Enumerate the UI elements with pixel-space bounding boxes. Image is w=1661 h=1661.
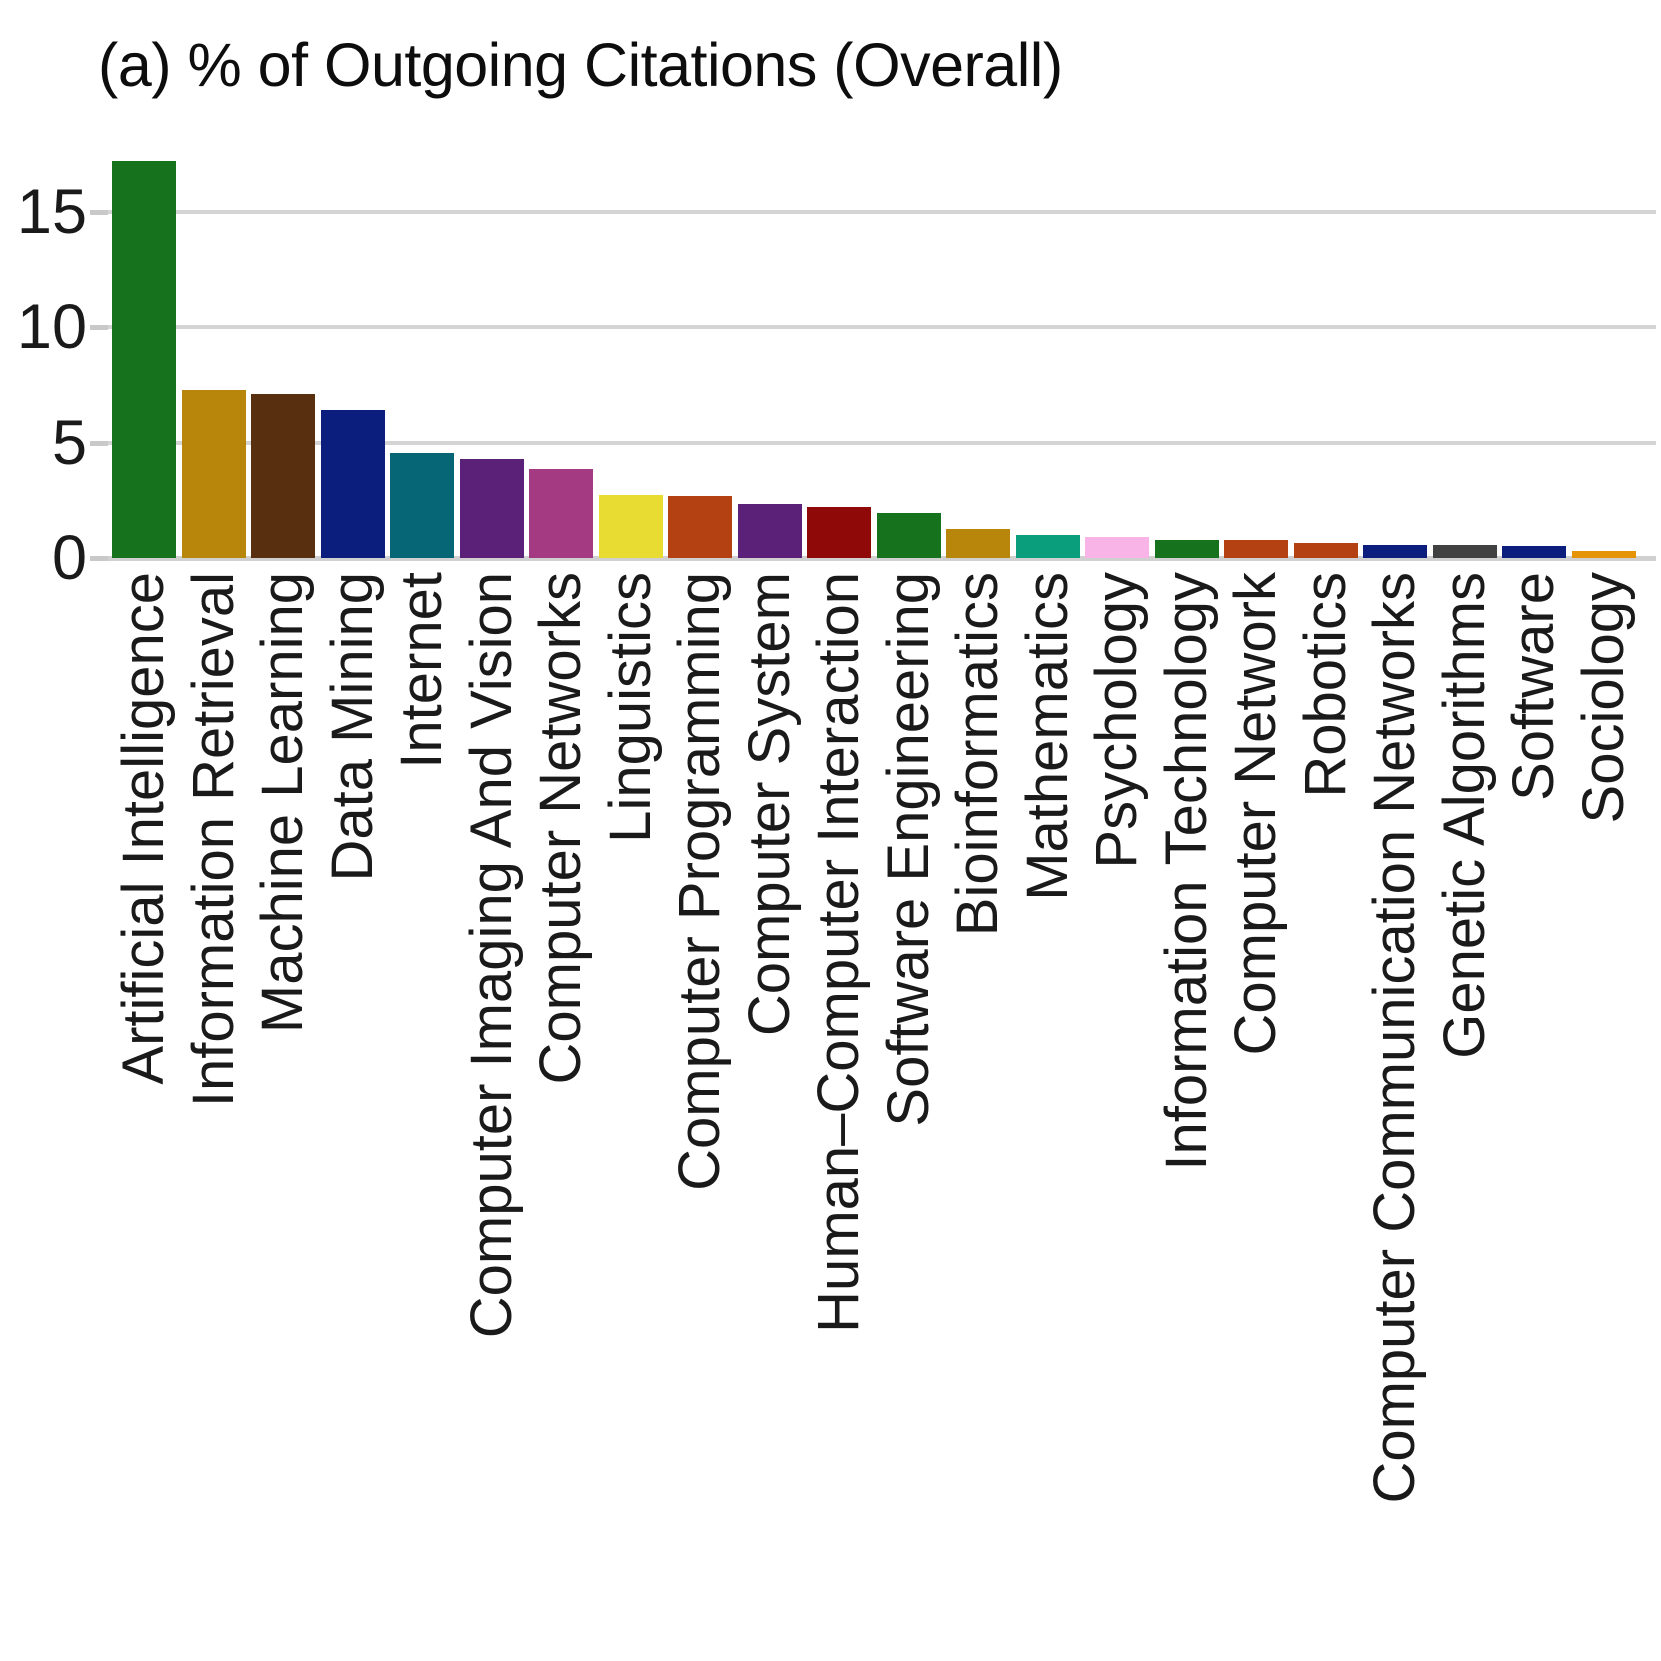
bar xyxy=(876,513,941,558)
bar xyxy=(390,453,454,558)
bar xyxy=(737,503,802,558)
y-tick-label: 15 xyxy=(16,176,87,247)
x-axis-label: Information Retrieval xyxy=(180,572,246,1108)
chart-title: (a) % of Outgoing Citations (Overall) xyxy=(98,31,1063,99)
x-axis-label: Computer Imaging And Vision xyxy=(458,572,524,1339)
bar xyxy=(1432,545,1497,558)
x-axis-label: Information Technology xyxy=(1153,572,1219,1171)
gridline xyxy=(105,209,1656,214)
x-axis-label: Sociology xyxy=(1570,572,1636,824)
x-axis-label: Machine Learning xyxy=(250,572,315,1034)
y-tick-label: 0 xyxy=(51,523,87,593)
y-tick-mark xyxy=(90,556,108,561)
bar xyxy=(1293,543,1358,558)
bar xyxy=(1571,550,1636,558)
bar xyxy=(1154,539,1219,558)
x-axis-label: Computer Programming xyxy=(667,572,732,1191)
x-axis-label: Psychology xyxy=(1084,572,1149,869)
bar xyxy=(598,494,663,558)
x-axis-label: Software Engineering xyxy=(875,572,941,1127)
bar xyxy=(459,458,524,558)
bar xyxy=(807,507,871,558)
y-tick-mark xyxy=(90,209,108,215)
x-axis-line xyxy=(105,556,1656,561)
y-tick-label: 10 xyxy=(16,292,87,363)
bar xyxy=(946,529,1010,558)
x-axis-label: Robotics xyxy=(1292,572,1358,798)
bar xyxy=(251,394,315,558)
y-tick-mark xyxy=(90,325,108,331)
x-axis-label: Genetic Algorithms xyxy=(1431,572,1497,1059)
bar xyxy=(668,495,732,558)
x-axis-label: Computer System xyxy=(736,572,802,1037)
x-axis-label: Internet xyxy=(389,572,454,769)
gridline xyxy=(105,440,1656,445)
x-axis-label: Bioinformatics xyxy=(945,572,1010,937)
y-tick-label: 5 xyxy=(51,407,87,478)
x-axis-label: Data Mining xyxy=(319,572,385,882)
x-axis-label: Software xyxy=(1501,572,1566,801)
bar xyxy=(1502,546,1566,558)
x-axis-label: Computer Communication Networks xyxy=(1362,572,1427,1504)
bar xyxy=(1015,534,1080,558)
gridline xyxy=(105,325,1656,330)
y-tick-mark xyxy=(90,440,108,446)
bar xyxy=(1224,539,1288,558)
bar xyxy=(529,469,593,558)
bar xyxy=(1085,537,1149,558)
x-axis-label: Mathematics xyxy=(1014,572,1080,901)
bar xyxy=(1363,545,1427,558)
x-axis-label: Linguistics xyxy=(597,572,663,843)
bar xyxy=(320,410,385,558)
bar xyxy=(181,389,246,558)
x-axis-label: Computer Networks xyxy=(528,572,593,1085)
x-axis-label: Artificial Intelligence xyxy=(111,572,176,1085)
bar xyxy=(112,161,176,558)
x-axis-label: Human–Computer Interaction xyxy=(806,572,871,1333)
x-axis-label: Computer Network xyxy=(1223,572,1288,1056)
